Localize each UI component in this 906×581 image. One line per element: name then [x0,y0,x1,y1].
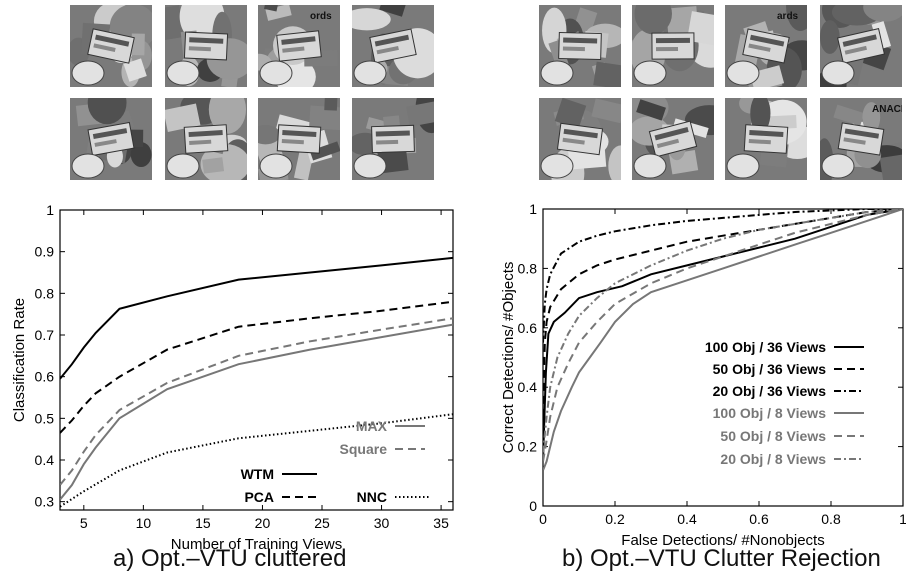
y-tick-label: 0.8 [35,285,55,301]
y-tick-label: 0.9 [35,244,55,260]
scene-thumbnail [165,98,247,180]
plot-frame [59,209,454,511]
scene-thumbnail [725,98,807,180]
y-tick-label: 0 [529,498,537,514]
scene-thumbnail: ards [725,5,807,87]
series-line-100-obj-8-views [543,209,903,471]
scene-thumbnail [352,5,434,87]
series-line-pca [60,300,453,434]
y-tick-label: 0.5 [35,410,55,426]
legend-label: 50 Obj / 36 Views [713,361,827,377]
scene-thumbnail: ords [258,5,340,87]
x-axis-label: False Detections/ #Nonobjects [621,532,824,549]
series-line-50-obj-8-views [543,209,903,462]
thumbnail-label: ords [310,11,332,22]
y-tick-label: 1 [529,201,537,217]
y-tick-label: 0.4 [518,379,538,395]
thumbnail-label: ards [777,11,799,22]
y-tick-label: 0.2 [518,439,538,455]
x-tick-label: 10 [136,515,152,531]
legend-label: 100 Obj / 8 Views [713,405,827,421]
y-axis-label: Classification Rate [11,298,28,422]
y-tick-label: 0.3 [35,494,55,510]
series-line-100-obj-36-views [543,209,903,462]
x-tick-label: 30 [374,515,390,531]
x-tick-label: 0.6 [749,511,769,527]
legend-label: NNC [357,489,387,505]
legend-label: 100 Obj / 36 Views [705,339,826,355]
caption-right: b) Opt.–VTU Clutter Rejection [562,545,881,572]
x-tick-label: 20 [255,515,271,531]
scene-thumbnail [632,98,714,180]
x-tick-label: 1 [899,511,906,527]
x-tick-label: 35 [433,515,449,531]
chart-0: 5 10 15 20 25 30 35 0.3 0.4 0.5 0.6 0.7 0.8 0.9 1 Numbe… [11,202,454,553]
x-tick-label: 0.8 [821,511,841,527]
y-tick-label: 1 [46,202,54,218]
y-tick-label: 0.6 [35,369,55,385]
chart-1: 0 0.2 0.4 0.6 0.8 1 0 0.2 0.4 0.6 0.8 1 False Detect… [500,201,906,549]
scene-thumbnail [539,98,621,180]
y-tick-label: 0.8 [518,260,538,276]
scene-thumbnail [632,5,714,87]
series-line-20-obj-36-views [543,209,903,343]
plot-frame [542,208,904,507]
scene-thumbnail [258,98,340,180]
legend-label: MAX [356,418,388,434]
y-tick-label: 0.6 [518,320,538,336]
series-line-wtm [60,256,453,380]
y-axis-label: Correct Detections/ #Objects [500,262,517,454]
scene-thumbnail: ANACIN [820,98,902,180]
scene-thumbnail [820,5,902,87]
x-tick-label: 0 [539,511,547,527]
x-tick-label: 0.2 [605,511,625,527]
x-tick-label: 5 [80,515,88,531]
legend-label: 50 Obj / 8 Views [720,428,826,444]
series-line-square [60,317,453,486]
x-axis-label: Number of Training Views [171,536,342,553]
y-tick-label: 0.7 [35,327,55,343]
legend-label: Square [340,441,388,457]
legend-label: WTM [241,466,274,482]
x-tick-label: 15 [195,515,211,531]
scene-thumbnail [539,5,621,87]
y-tick-label: 0.4 [35,452,55,468]
x-tick-label: 0.4 [677,511,697,527]
series-line-20-obj-8-views [543,209,903,453]
scene-thumbnail [352,98,434,180]
series-line-nnc [60,413,453,508]
thumbnail-label: ANACIN [872,104,902,115]
legend-label: PCA [244,489,274,505]
scene-thumbnail [70,98,152,180]
series-line-max [60,323,453,501]
scene-thumbnail [70,5,152,87]
caption-left: a) Opt.–VTU cluttered [113,545,347,572]
legend-label: 20 Obj / 36 Views [713,383,827,399]
legend-label: 20 Obj / 8 Views [720,451,826,467]
scene-thumbnail [165,5,247,87]
x-tick-label: 25 [314,515,330,531]
